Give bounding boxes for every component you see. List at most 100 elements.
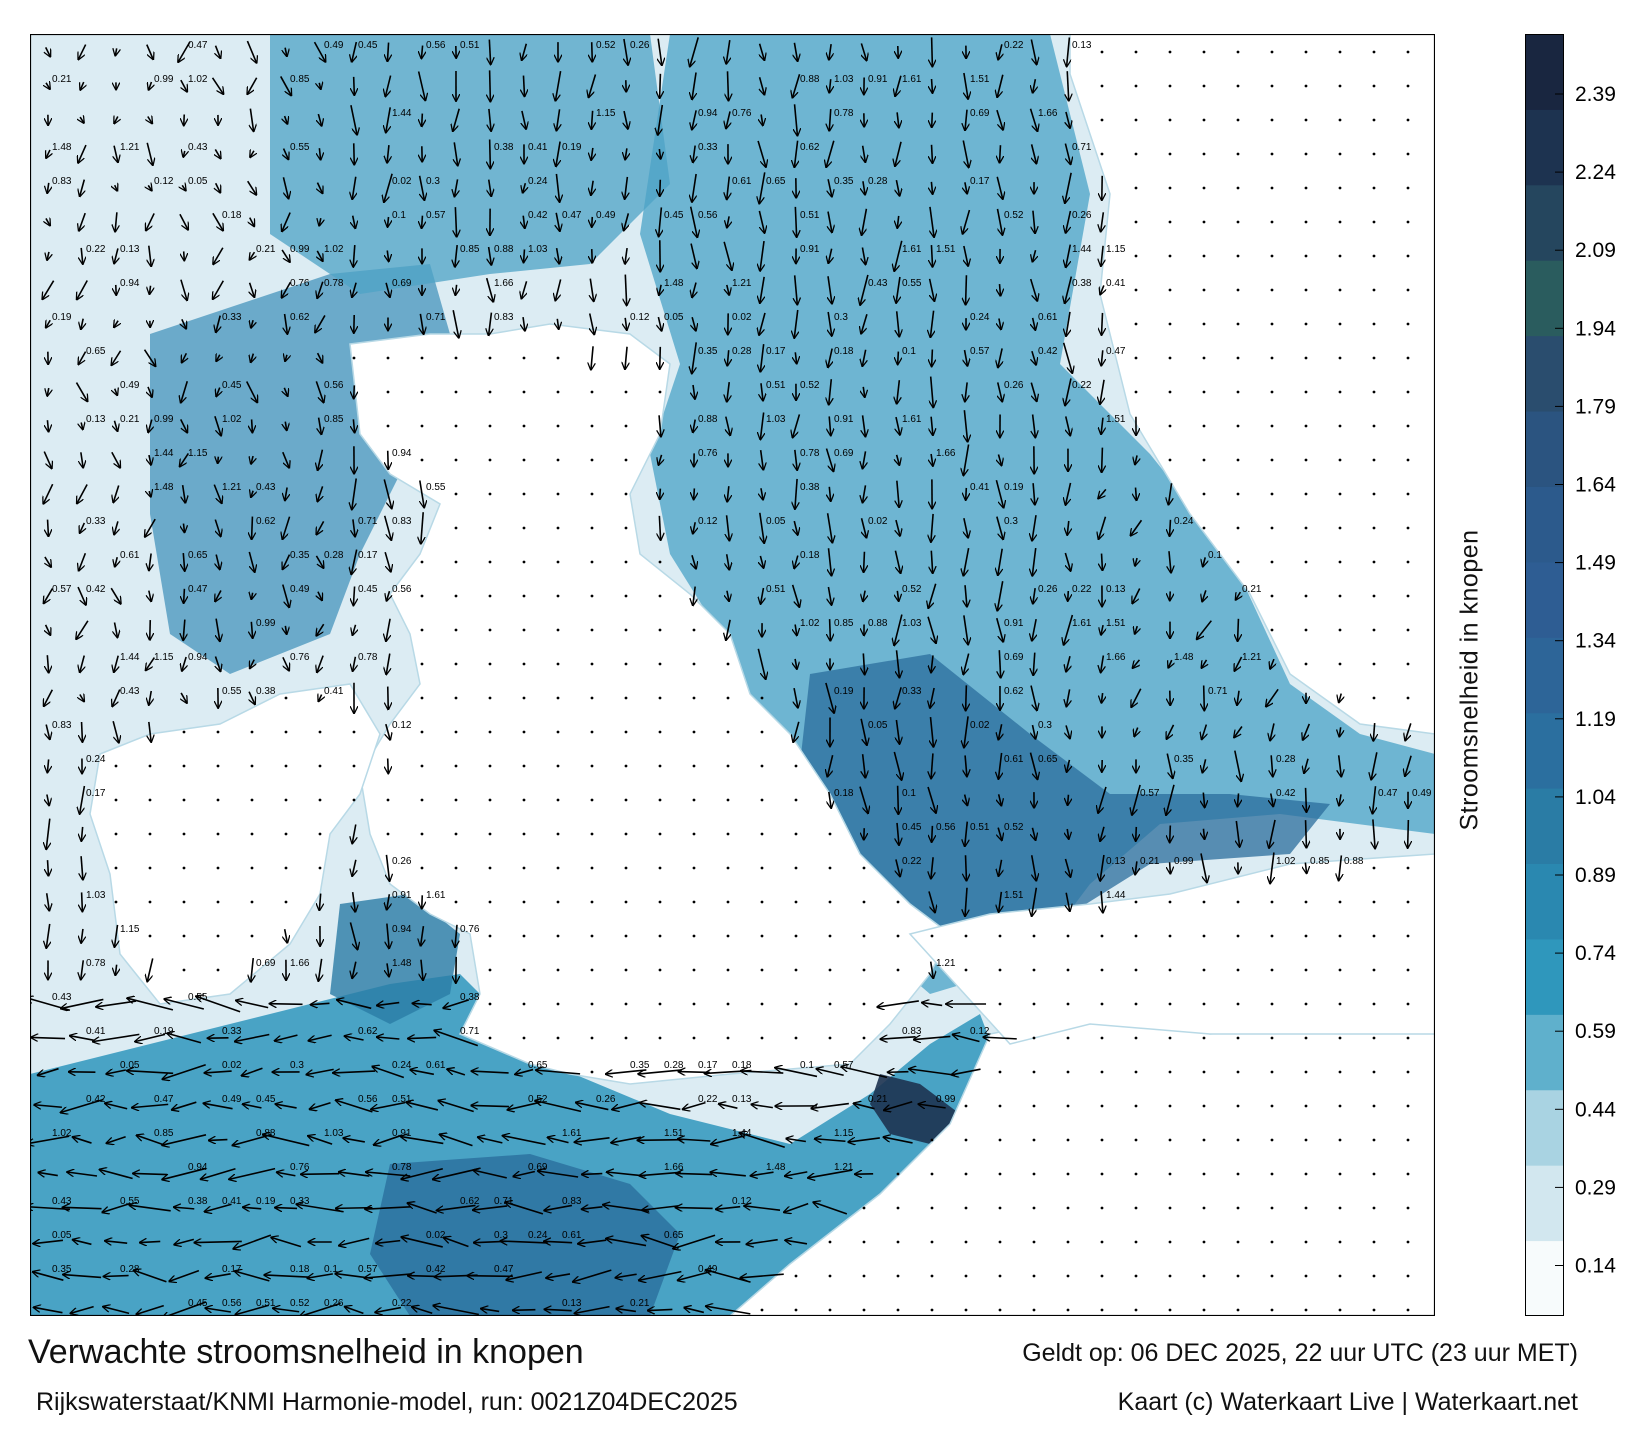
current-arrow xyxy=(1373,819,1375,848)
current-arrow xyxy=(77,484,88,503)
land-grid-dot xyxy=(658,696,662,700)
current-arrow xyxy=(319,83,321,89)
current-arrow xyxy=(998,827,1002,841)
speed-label: 0.45 xyxy=(902,822,922,833)
colorbar-tick-label: 0.14 xyxy=(1575,1255,1616,1278)
land-grid-dot xyxy=(624,968,628,972)
current-arrow xyxy=(863,653,864,674)
land-grid-dot xyxy=(658,900,662,904)
speed-label: 0.05 xyxy=(664,312,684,323)
speed-label: 1.15 xyxy=(188,448,208,459)
current-arrow xyxy=(1067,71,1068,101)
speed-label: 1.21 xyxy=(936,958,956,969)
current-arrow xyxy=(273,1308,300,1311)
speed-label: 1.61 xyxy=(426,890,446,901)
land-grid-dot xyxy=(624,696,628,700)
current-arrow xyxy=(182,656,186,671)
speed-label: 0.65 xyxy=(188,550,208,561)
land-grid-dot xyxy=(454,356,458,360)
speed-label: 0.28 xyxy=(1276,754,1296,765)
current-arrow xyxy=(146,44,153,60)
speed-label: 0.26 xyxy=(324,1298,344,1309)
current-arrow xyxy=(149,285,150,294)
current-arrow xyxy=(112,689,121,707)
current-arrow xyxy=(555,279,562,300)
current-arrow xyxy=(115,185,118,191)
land-grid-dot xyxy=(1270,1036,1274,1040)
speed-label: 0.51 xyxy=(460,40,480,51)
land-grid-dot xyxy=(454,390,458,394)
land-grid-dot xyxy=(1032,934,1036,938)
land-grid-dot xyxy=(522,560,526,564)
land-grid-dot xyxy=(522,832,526,836)
land-grid-dot xyxy=(522,458,526,462)
current-arrow xyxy=(683,1101,706,1110)
land-grid-dot xyxy=(1406,1070,1410,1074)
current-arrow xyxy=(863,386,864,397)
current-arrow xyxy=(337,1000,372,1010)
land-grid-dot xyxy=(522,594,526,598)
land-grid-dot xyxy=(590,526,594,530)
colorbar-swatch xyxy=(1525,34,1563,110)
current-arrow xyxy=(47,182,49,193)
current-arrow xyxy=(863,754,866,778)
current-arrow xyxy=(81,423,83,430)
land-grid-dot xyxy=(1406,1240,1410,1244)
channel-current xyxy=(30,974,1010,1316)
current-arrow xyxy=(693,586,695,606)
current-arrow xyxy=(353,519,355,536)
current-arrow xyxy=(215,590,221,601)
speed-label: 0.43 xyxy=(52,992,72,1003)
land-grid-dot xyxy=(590,696,594,700)
current-arrow xyxy=(795,104,798,135)
current-speed-map: 0.47 0.49 0.45 0.56 0.51 0.52 0.26 0.22 0.130.21… xyxy=(30,34,1435,1316)
land-grid-dot xyxy=(1032,1206,1036,1210)
land-grid-dot xyxy=(386,832,390,836)
speed-label: 0.17 xyxy=(358,550,378,561)
speed-label: 0.49 xyxy=(698,1264,718,1275)
current-arrow xyxy=(183,485,186,503)
speed-label: 0.26 xyxy=(630,40,650,51)
current-arrow xyxy=(1030,382,1036,402)
current-arrow xyxy=(860,43,866,60)
current-arrow xyxy=(336,1100,373,1113)
speed-label: 1.21 xyxy=(1242,652,1262,663)
current-arrow xyxy=(659,207,662,236)
speed-label: 0.99 xyxy=(936,1094,956,1105)
land-grid-dot xyxy=(1134,220,1138,224)
bristol-channel-current xyxy=(330,894,460,1024)
current-arrow xyxy=(740,1274,784,1278)
speed-label: 0.35 xyxy=(52,1264,72,1275)
speed-label: 0.3 xyxy=(834,312,848,323)
current-arrow xyxy=(133,1173,168,1174)
current-arrow xyxy=(383,515,392,540)
colorbar-swatch xyxy=(1525,260,1563,337)
speed-label: 0.94 xyxy=(188,1162,208,1173)
current-arrow xyxy=(336,1208,373,1209)
land-grid-dot xyxy=(1168,322,1172,326)
current-arrow xyxy=(862,349,865,366)
current-arrow xyxy=(1102,312,1103,335)
land-grid-dot xyxy=(862,1240,866,1244)
land-grid-dot xyxy=(1202,424,1206,428)
land-grid-dot xyxy=(522,1002,526,1006)
speed-label: 1.51 xyxy=(1004,890,1024,901)
current-arrow xyxy=(1136,826,1137,841)
current-arrow xyxy=(377,1037,400,1039)
current-arrow xyxy=(728,71,729,100)
land-grid-dot xyxy=(692,764,696,768)
land-grid-dot xyxy=(1270,560,1274,564)
current-arrow xyxy=(795,478,797,509)
land-grid-dot xyxy=(726,900,730,904)
land-grid-dot xyxy=(1338,492,1342,496)
speed-label: 0.3 xyxy=(290,1060,304,1071)
speed-label: 0.61 xyxy=(732,176,752,187)
land-grid-dot xyxy=(896,1308,900,1312)
current-arrow xyxy=(963,653,970,675)
current-arrow xyxy=(811,1102,849,1109)
current-arrow xyxy=(863,590,865,602)
current-arrow xyxy=(1101,891,1103,913)
current-arrow xyxy=(438,1101,474,1113)
current-arrow xyxy=(930,687,934,708)
current-arrow xyxy=(387,963,389,976)
